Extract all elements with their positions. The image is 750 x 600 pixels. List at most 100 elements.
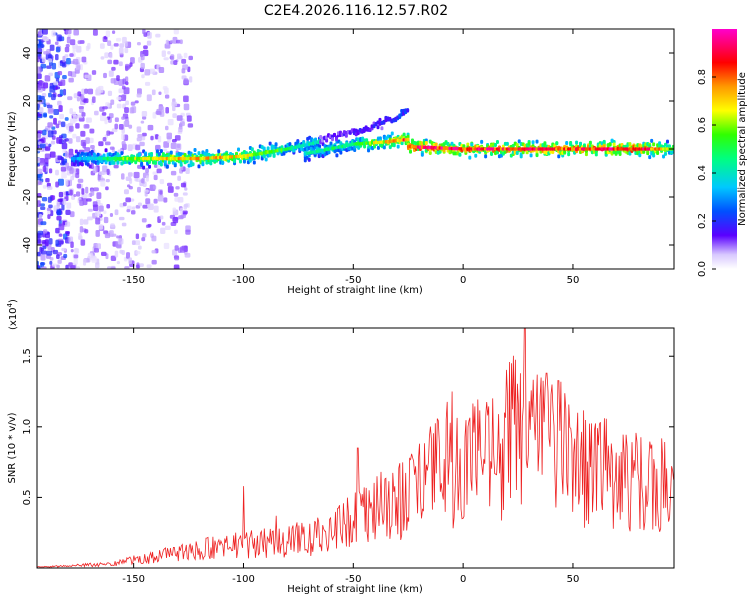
heatmap-noise-cell [165,125,169,131]
heatmap-noise-cell [53,117,57,125]
heatmap-noise-cell [147,203,154,211]
heatmap-noise-cell [78,232,82,240]
heatmap-noise-cell [143,45,148,50]
heatmap-ridge-cell [331,137,335,142]
heatmap-noise-cell [181,68,186,74]
heatmap-ridge-cell [535,139,539,144]
heatmap-noise-cell [46,207,52,212]
heatmap-noise-cell [69,118,76,124]
heatmap-noise-cell [185,229,191,235]
colorbar-tick-label: 0.8 [697,69,708,85]
heatmap-ridge-cell [527,141,531,146]
heatmap-noise-cell [81,188,85,195]
heatmap-noise-cell [170,54,175,61]
heatmap-noise-cell [47,196,52,203]
heatmap-noise-cell [184,252,191,258]
heatmap-noise-cell [107,90,113,96]
heatmap-noise-cell [122,36,127,44]
heatmap-noise-cell [153,198,158,204]
heatmap-ridge-cell [140,161,144,166]
heatmap-noise-cell [159,215,164,220]
heatmap-ridge-cell [167,160,171,165]
heatmap-noise-cell [37,237,41,244]
heatmap-noise-cell [64,178,69,186]
heatmap-ridge-cell [303,158,307,163]
heatmap-noise-cell [113,164,119,169]
heatmap-noise-cell [39,143,46,149]
heatmap-noise-cell [110,266,116,269]
spectrogram-panel: -150 -100 -50 0 50 40 20 0 -20 -40 Height of stra… [7,28,675,296]
heatmap-noise-cell [75,172,80,179]
heatmap-noise-cell [75,123,80,129]
heatmap-ridge-cell [665,139,669,144]
heatmap-ridge-cell [594,152,598,157]
heatmap-ridge-cell [382,145,386,150]
heatmap-noise-cell [173,29,179,35]
heatmap-noise-cell [37,168,43,175]
heatmap-noise-cell [46,65,52,69]
heatmap-noise-cell [128,178,133,184]
heatmap-noise-cell [173,192,179,197]
heatmap-noise-cell [147,32,152,39]
heatmap-noise-cell [116,96,122,100]
heatmap-noise-cell [68,236,74,244]
heatmap-noise-cell [55,46,61,53]
heatmap-noise-cell [101,251,107,257]
heatmap-noise-cell [118,47,124,55]
heatmap-noise-cell [164,94,170,99]
heatmap-noise-cell [61,142,68,150]
heatmap-ridge-cell [197,164,201,169]
heatmap-ridge-cell [584,152,588,157]
heatmap-noise-cell [172,113,177,118]
heatmap-ridge-cell [272,153,276,158]
heatmap-noise-cell [58,135,64,139]
heatmap-noise-cell [57,259,62,264]
heatmap-noise-cell [136,41,141,46]
heatmap-noise-cell [41,137,46,144]
heatmap-noise-cell [46,250,53,256]
heatmap-noise-cell [69,189,73,196]
heatmap-noise-cell [55,239,59,246]
heatmap-noise-cell [139,263,144,267]
heatmap-noise-cell [183,52,188,59]
heatmap-noise-cell [155,33,161,38]
heatmap-ridge-cell [363,144,367,149]
heatmap-noise-cell [58,233,63,237]
heatmap-noise-cell [131,240,136,246]
heatmap-noise-cell [78,105,84,110]
heatmap-noise-cell [41,36,48,40]
heatmap-noise-cell [141,136,146,141]
heatmap-ridge-cell [462,144,466,149]
heatmap-noise-cell [116,260,121,265]
heatmap-noise-cell [40,262,46,266]
heatmap-noise-cell [64,230,70,235]
heatmap-noise-cell [103,210,107,215]
heatmap-noise-cell [181,210,188,215]
heatmap-noise-cell [157,195,164,202]
heatmap-ridge-cell [367,148,371,153]
heatmap-noise-cell [114,209,119,216]
heatmap-noise-cell [42,129,47,136]
heatmap-ridge-cell [428,150,432,155]
heatmap-noise-cell [135,250,141,255]
heatmap-noise-cell [89,137,94,144]
heatmap-noise-cell [139,141,145,147]
heatmap-noise-cell [48,72,54,77]
heatmap-ridge-cell [490,151,494,156]
heatmap-noise-cell [55,169,59,176]
heatmap-noise-cell [75,191,81,197]
heatmap-noise-cell [180,214,186,219]
heatmap-noise-cell [43,82,49,89]
heatmap-noise-cell [106,168,110,175]
heatmap-noise-cell [63,88,67,96]
heatmap-noise-cell [37,73,42,79]
heatmap-noise-cell [39,107,44,114]
heatmap-noise-cell [48,143,52,148]
heatmap-ridge-cell [197,151,201,156]
heatmap-ridge-cell [221,160,225,165]
heatmap-noise-cell [90,189,95,196]
heatmap-ridge-cell [238,159,242,164]
heatmap-noise-cell [118,61,123,67]
heatmap-noise-cell [172,207,177,212]
